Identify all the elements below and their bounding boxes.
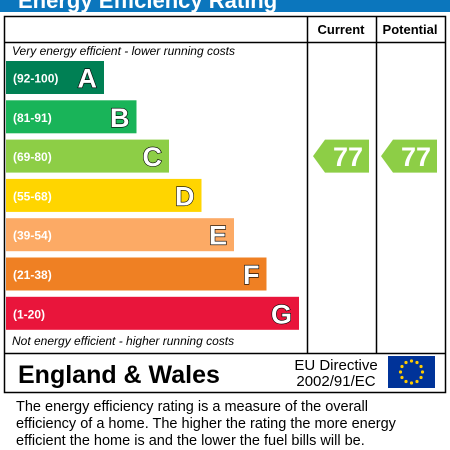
top-note: Very energy efficient - lower running co…: [12, 44, 235, 58]
band-b-bar: [6, 100, 137, 134]
band-e-letter: E: [209, 221, 227, 251]
band-e-range: (39-54): [13, 229, 52, 243]
eu-flag-icon: [388, 356, 435, 388]
directive-line-1: EU Directive: [294, 357, 377, 374]
band-c-range: (69-80): [13, 150, 52, 164]
band-f-range: (21-38): [13, 268, 52, 282]
current-rating-value: 77: [333, 142, 363, 172]
directive-line-2: 2002/91/EC: [296, 373, 375, 390]
potential-rating-value: 77: [401, 142, 431, 172]
region-label: England & Wales: [18, 361, 220, 389]
current-header: Current: [318, 22, 366, 37]
rating-chart: Current Potential Very energy efficient …: [3, 15, 447, 394]
description-line-2: efficiency of a home. The higher the rat…: [16, 416, 396, 432]
chart-title: Energy Efficiency Rating: [18, 0, 277, 12]
band-b-letter: B: [110, 103, 130, 133]
band-d-bar: [6, 178, 202, 212]
band-e-bar: [6, 218, 234, 252]
rating-bands: (92-100) A (81-91) B (69-80) C (55-68) D (39-54)…: [6, 61, 299, 330]
description: The energy efficiency rating is a measur…: [16, 399, 441, 450]
description-line-1: The energy efficiency rating is a measur…: [16, 399, 368, 415]
band-f-bar: [6, 257, 267, 291]
potential-rating-arrow: [381, 139, 437, 173]
band-a-range: (92-100): [13, 72, 58, 86]
current-rating-arrow: [313, 139, 369, 173]
band-d-letter: D: [175, 181, 195, 211]
band-c-bar: [6, 139, 169, 173]
band-g-letter: G: [271, 299, 292, 329]
title-bar: Energy Efficiency Rating: [0, 0, 450, 12]
rating-arrows: 77 77: [313, 139, 437, 173]
band-c-letter: C: [143, 142, 163, 172]
band-f-letter: F: [243, 260, 260, 290]
band-a-bar: [6, 61, 104, 94]
band-g-range: (1-20): [13, 307, 45, 321]
band-g-bar: [6, 296, 299, 330]
band-a-letter: A: [78, 64, 98, 94]
band-b-range: (81-91): [13, 111, 52, 125]
description-line-3: efficient the home is and the lower the …: [16, 433, 365, 449]
bottom-note: Not energy efficient - higher running co…: [12, 334, 234, 348]
band-d-range: (55-68): [13, 189, 52, 203]
potential-header: Potential: [383, 22, 438, 37]
